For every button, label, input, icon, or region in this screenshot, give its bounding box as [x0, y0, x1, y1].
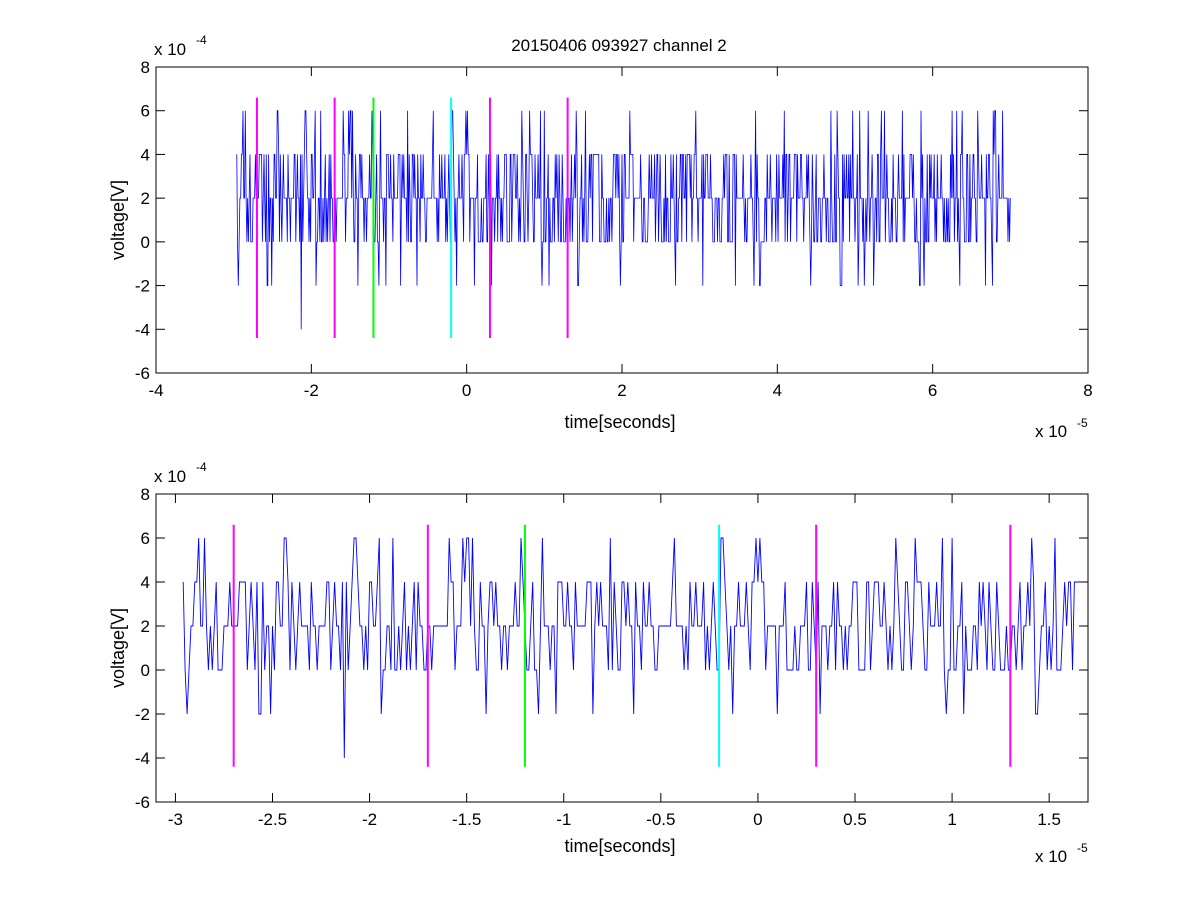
top-y-tick-label: -4: [135, 320, 150, 339]
bottom-y-tick-label: 8: [141, 485, 150, 504]
top-y-tick-label: 6: [141, 102, 150, 121]
bottom-signal-series: [182, 537, 1088, 759]
bottom-axes-box: [155, 493, 1089, 803]
bottom-x-exponent-base: x 10: [1035, 847, 1067, 866]
top-x-tick-label: 2: [617, 381, 626, 400]
top-y-tick-label: 4: [141, 145, 150, 164]
bottom-y-tick-label: -4: [135, 749, 150, 768]
bottom-x-exponent: x 10 -5: [1035, 841, 1088, 866]
bottom-x-tick-label: 1: [947, 810, 956, 829]
top-x-tick-label: 0: [462, 381, 471, 400]
bottom-y-tick-label: 2: [141, 617, 150, 636]
figure-title: 20150406 093927 channel 2: [511, 36, 727, 55]
bottom-y-exponent-power: -4: [196, 460, 207, 474]
top-x-exponent-base: x 10: [1035, 422, 1067, 441]
bottom-x-tick-label: 0.5: [843, 810, 867, 829]
top-x-tick-label: 8: [1083, 381, 1092, 400]
top-y-tick-label: 2: [141, 189, 150, 208]
bottom-y-tick-label: 0: [141, 661, 150, 680]
bottom-x-tick-label: -1.5: [452, 810, 481, 829]
bottom-x-tick-label: -1: [556, 810, 571, 829]
top-x-exponent-power: -5: [1077, 416, 1088, 430]
bottom-x-tick-label: -3: [168, 810, 183, 829]
top-y-tick-label: 0: [141, 233, 150, 252]
bottom-y-exponent-base: x 10: [154, 467, 186, 486]
top-x-tick-label: 6: [928, 381, 937, 400]
top-y-tick-label: 8: [141, 58, 150, 77]
top-y-axis-label: voltage[V]: [108, 180, 128, 260]
top-plot-data: [236, 97, 1011, 339]
top-x-tick-label: -2: [304, 381, 319, 400]
top-y-exponent: x 10 -4: [154, 33, 207, 59]
bottom-y-exponent: x 10 -4: [154, 460, 207, 486]
bottom-y-axis-label: voltage[V]: [108, 608, 128, 688]
top-y-tick-label: -6: [135, 364, 150, 383]
top-signal-series: [236, 110, 1011, 330]
top-x-axis-label: time[seconds]: [564, 412, 675, 432]
top-x-tick-label: 4: [773, 381, 782, 400]
top-x-tick-label: -4: [148, 381, 163, 400]
bottom-y-tick-label: -2: [135, 705, 150, 724]
top-y-tick-label: -2: [135, 277, 150, 296]
bottom-x-tick-label: 1.5: [1037, 810, 1061, 829]
bottom-y-tick-label: -6: [135, 793, 150, 812]
bottom-plot-data: [182, 524, 1088, 767]
bottom-x-exponent-power: -5: [1077, 841, 1088, 855]
bottom-x-tick-label: -2: [362, 810, 377, 829]
bottom-y-tick-label: 6: [141, 529, 150, 548]
top-x-exponent: x 10 -5: [1035, 416, 1088, 441]
bottom-y-tick-label: 4: [141, 573, 150, 592]
bottom-ticks: -3 -2.5 -2 -1.5 -1 -0.5 0 0.5 1 1.5 -6 -4 -2 0 2 4 6 8: [135, 485, 1088, 829]
bottom-x-tick-label: -2.5: [258, 810, 287, 829]
bottom-subplot: -3 -2.5 -2 -1.5 -1 -0.5 0 0.5 1 1.5 -6 -4 -2 0 2 4 6 8 ti…: [108, 460, 1089, 866]
bottom-x-tick-label: 0: [753, 810, 762, 829]
top-y-exponent-base: x 10: [154, 40, 186, 59]
top-y-exponent-power: -4: [196, 33, 207, 47]
bottom-x-tick-label: -0.5: [646, 810, 675, 829]
bottom-x-axis-label: time[seconds]: [564, 836, 675, 856]
